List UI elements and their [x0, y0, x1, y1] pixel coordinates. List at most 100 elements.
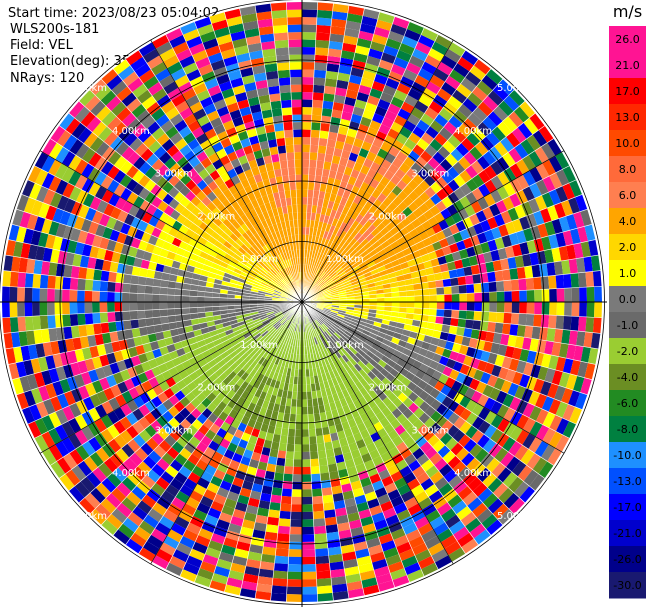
velocity-gate: [418, 497, 433, 510]
velocity-gate: [290, 265, 295, 274]
velocity-gate: [244, 315, 253, 321]
velocity-gate: [580, 377, 592, 395]
velocity-gate: [267, 170, 276, 179]
velocity-gate: [226, 491, 240, 502]
velocity-gate: [519, 373, 531, 388]
velocity-gate: [251, 111, 263, 121]
velocity-gate: [315, 427, 324, 437]
velocity-gate: [229, 245, 238, 254]
velocity-gate: [374, 231, 384, 241]
velocity-gate: [333, 446, 343, 457]
velocity-gate: [548, 234, 559, 249]
velocity-gate: [235, 238, 244, 247]
velocity-gate: [88, 407, 101, 422]
velocity-gate: [167, 503, 182, 517]
velocity-gate: [430, 410, 442, 423]
velocity-gate: [522, 337, 532, 351]
velocity-gate: [84, 382, 97, 397]
velocity-gate: [570, 359, 581, 376]
velocity-gate: [474, 448, 489, 463]
velocity-gate: [276, 457, 286, 467]
velocity-gate: [203, 489, 217, 501]
velocity-gate: [425, 509, 441, 523]
velocity-gate: [363, 271, 372, 278]
velocity-gate: [234, 91, 248, 103]
velocity-gate: [137, 310, 146, 320]
velocity-gate: [465, 275, 474, 285]
velocity-gate: [355, 380, 364, 391]
velocity-gate: [588, 239, 599, 257]
velocity-gate: [339, 221, 347, 231]
velocity-gate: [134, 142, 149, 157]
velocity-gate: [273, 168, 283, 178]
velocity-gate: [224, 343, 233, 351]
velocity-gate: [312, 495, 324, 505]
velocity-gate: [427, 157, 440, 170]
velocity-gate: [267, 139, 278, 148]
velocity-gate: [529, 252, 539, 266]
velocity-gate: [456, 83, 472, 98]
ray-separator: [301, 55, 482, 303]
velocity-gate: [182, 529, 199, 542]
velocity-gate: [364, 102, 378, 113]
velocity-gate: [439, 432, 453, 446]
velocity-gate: [477, 101, 493, 117]
velocity-gate: [189, 302, 198, 308]
velocity-gate: [420, 478, 435, 491]
velocity-gate: [98, 213, 111, 227]
velocity-gate: [318, 316, 326, 323]
velocity-gate: [351, 374, 360, 384]
velocity-gate: [381, 377, 392, 387]
velocity-gate: [358, 335, 367, 343]
velocity-gate: [312, 275, 317, 283]
velocity-gate: [213, 469, 226, 481]
velocity-gate: [323, 307, 331, 312]
velocity-gate: [237, 261, 246, 269]
velocity-gate: [226, 577, 243, 589]
velocity-gate: [487, 374, 499, 388]
velocity-gate: [341, 275, 349, 282]
velocity-gate: [278, 77, 291, 86]
ray-separator: [23, 301, 303, 427]
velocity-gate: [70, 325, 80, 339]
velocity-gate: [354, 371, 364, 381]
velocity-gate: [377, 347, 387, 356]
velocity-gate: [311, 390, 318, 399]
velocity-gate: [271, 267, 279, 275]
velocity-gate: [320, 254, 326, 262]
velocity-gate: [289, 220, 295, 228]
velocity-gate: [381, 217, 392, 227]
velocity-gate: [84, 279, 94, 291]
velocity-gate: [592, 317, 602, 334]
velocity-gate: [123, 234, 134, 247]
velocity-gate: [156, 415, 169, 428]
velocity-gate: [420, 113, 435, 126]
velocity-gate: [307, 182, 315, 191]
velocity-gate: [344, 283, 352, 289]
ray-separator: [222, 301, 303, 597]
velocity-gate: [407, 113, 421, 126]
velocity-gate: [100, 160, 114, 176]
velocity-gate: [259, 339, 267, 347]
velocity-gate: [277, 350, 284, 358]
velocity-gate: [107, 302, 115, 313]
velocity-gate: [280, 253, 286, 261]
velocity-gate: [324, 516, 338, 526]
velocity-gate: [489, 302, 497, 313]
velocity-gate: [272, 17, 288, 26]
velocity-gate: [283, 351, 289, 360]
velocity-gate: [270, 328, 277, 336]
velocity-gate: [432, 151, 446, 165]
velocity-gate: [442, 450, 456, 464]
velocity-gate: [317, 279, 324, 287]
ray-separator: [301, 11, 397, 303]
velocity-gate: [424, 186, 437, 199]
velocity-gate: [322, 274, 329, 281]
velocity-gate: [384, 292, 392, 298]
velocity-gate: [263, 116, 274, 126]
velocity-gate: [471, 187, 484, 201]
velocity-gate: [454, 334, 464, 345]
velocity-gate: [288, 250, 293, 259]
velocity-gate: [201, 70, 216, 83]
velocity-gate: [317, 236, 323, 245]
